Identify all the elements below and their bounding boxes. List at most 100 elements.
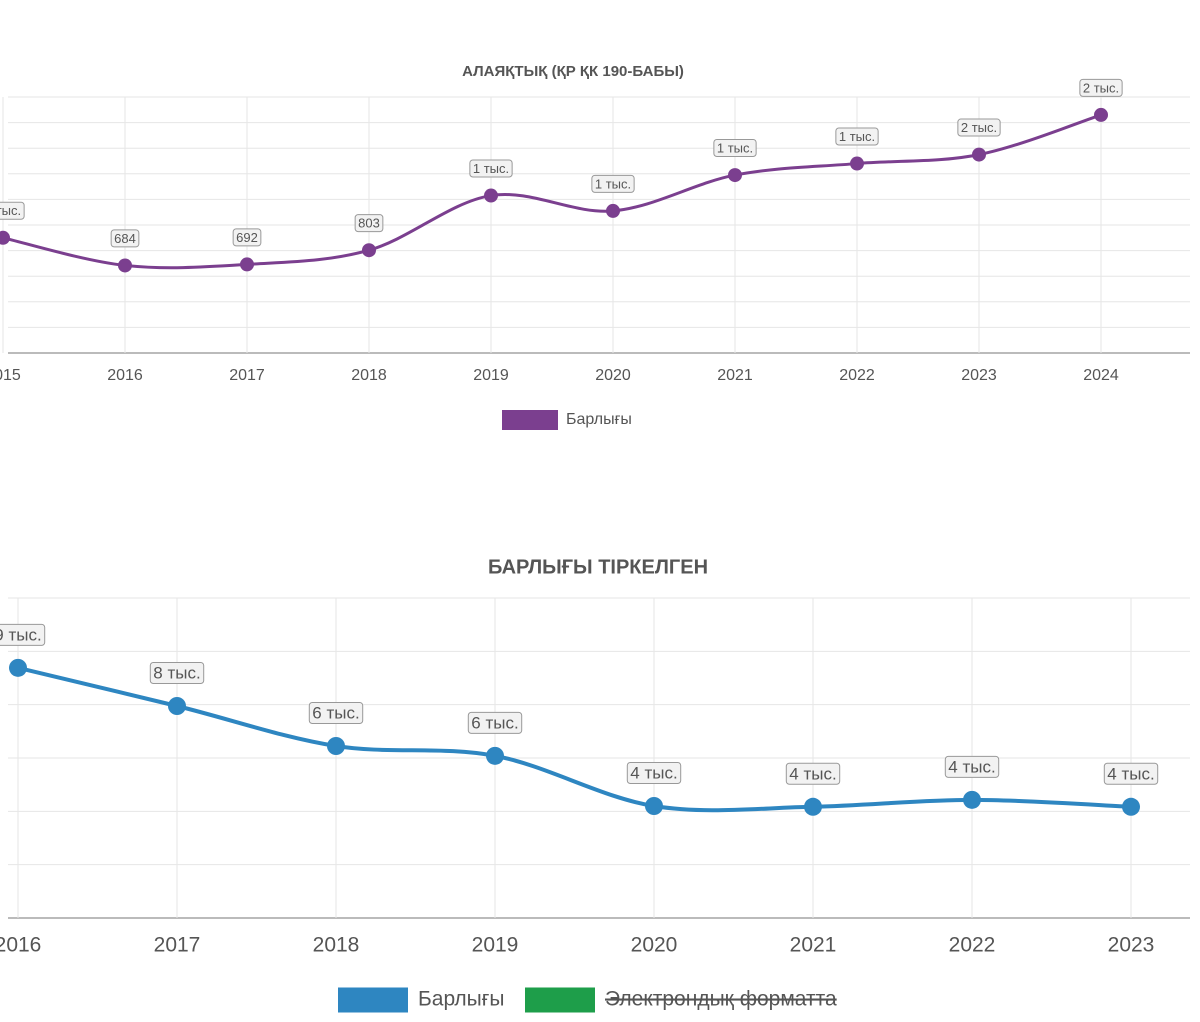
data-point xyxy=(168,697,186,715)
data-point xyxy=(1122,797,1140,816)
legend-label: Барлығы xyxy=(566,411,632,428)
data-label-text: 692 xyxy=(236,230,258,245)
data-label-text: 1 тыс. xyxy=(717,141,753,156)
data-label: 9 тыс. xyxy=(0,623,46,646)
data-label-box xyxy=(626,761,682,784)
data-label-box xyxy=(149,661,205,684)
data-label-box xyxy=(0,201,25,220)
x-tick-label: 2018 xyxy=(313,934,360,957)
data-label-box xyxy=(232,228,262,247)
x-tick-label: 2020 xyxy=(631,934,678,957)
data-label-box xyxy=(591,174,635,193)
data-label-text: 9 тыс. xyxy=(0,625,42,644)
data-point xyxy=(0,230,10,245)
data-label-box xyxy=(110,229,140,248)
data-point xyxy=(645,797,663,815)
data-label-text: 2 тыс. xyxy=(1083,80,1119,95)
data-label-box xyxy=(469,159,513,178)
x-tick-label: 2022 xyxy=(839,367,875,384)
data-label: 6 тыс. xyxy=(467,711,523,734)
data-label: 1 тыс. xyxy=(713,139,757,158)
data-label-box xyxy=(957,118,1001,137)
data-label-box xyxy=(944,755,1000,778)
data-label-box xyxy=(835,127,879,146)
data-label: 684 xyxy=(110,229,140,248)
x-tick-label: 2018 xyxy=(351,367,387,384)
x-tick-label: 2024 xyxy=(1083,367,1119,384)
series-line xyxy=(17,665,1132,813)
data-label-box xyxy=(467,711,523,734)
data-point xyxy=(1094,107,1108,122)
data-label-text: 4 тыс. xyxy=(1107,764,1154,783)
data-label-text: 6 тыс. xyxy=(312,703,359,722)
data-point xyxy=(327,737,345,755)
data-point xyxy=(606,203,620,218)
x-tick-label: 2023 xyxy=(1108,934,1155,957)
x-tick-label: 2021 xyxy=(790,934,837,957)
data-label-text: 4 тыс. xyxy=(948,757,995,776)
x-tick-label: 2015 xyxy=(0,367,21,384)
data-label: 1 тыс. xyxy=(0,201,25,220)
data-label-box xyxy=(1079,78,1123,97)
chart-title: БАРЛЫҒЫ ТІРКЕЛГЕН xyxy=(488,556,708,578)
legend-label: Барлығы xyxy=(418,988,505,1011)
data-label-box xyxy=(354,214,384,233)
data-label: 2 тыс. xyxy=(1079,78,1123,97)
series-line xyxy=(2,113,1102,270)
data-point xyxy=(9,658,27,677)
data-label-text: 803 xyxy=(358,216,380,231)
data-label-box xyxy=(308,701,364,724)
legend-swatch xyxy=(502,410,558,430)
data-label-text: 6 тыс. xyxy=(471,713,518,732)
data-label-box xyxy=(713,139,757,158)
data-label: 2 тыс. xyxy=(957,118,1001,137)
data-point xyxy=(240,257,254,272)
data-label: 8 тыс. xyxy=(149,661,205,684)
data-label: 4 тыс. xyxy=(626,761,682,784)
data-label: 6 тыс. xyxy=(308,701,364,724)
data-label: 1 тыс. xyxy=(591,174,635,193)
x-tick-label: 2022 xyxy=(949,934,996,957)
x-tick-label: 2016 xyxy=(107,367,143,384)
data-label-text: 684 xyxy=(114,231,136,246)
x-tick-label: 2019 xyxy=(473,367,509,384)
data-label-text: 1 тыс. xyxy=(0,203,21,218)
data-label-text: 8 тыс. xyxy=(153,663,200,682)
data-label-box xyxy=(785,762,841,785)
data-point xyxy=(484,188,498,203)
data-point xyxy=(486,746,504,765)
data-label-text: 1 тыс. xyxy=(595,176,631,191)
x-tick-label: 2021 xyxy=(717,367,753,384)
legend-swatch xyxy=(525,987,595,1013)
data-label-text: 2 тыс. xyxy=(961,120,997,135)
data-label-text: 4 тыс. xyxy=(630,763,677,782)
x-tick-label: 2019 xyxy=(472,934,519,957)
data-label: 4 тыс. xyxy=(785,762,841,785)
data-point xyxy=(972,147,986,162)
x-tick-label: 2017 xyxy=(229,367,265,384)
data-label-text: 1 тыс. xyxy=(839,129,875,144)
data-label-text: 1 тыс. xyxy=(473,161,509,176)
data-label-box xyxy=(1103,762,1159,785)
x-tick-label: 2020 xyxy=(595,367,631,384)
data-label-box xyxy=(0,623,46,646)
data-label: 692 xyxy=(232,228,262,247)
data-point xyxy=(728,168,742,183)
data-point xyxy=(804,797,822,816)
legend-swatch xyxy=(338,987,408,1013)
data-label: 4 тыс. xyxy=(944,755,1000,778)
x-tick-label: 2017 xyxy=(154,934,201,957)
data-label: 1 тыс. xyxy=(835,127,879,146)
data-point xyxy=(118,258,132,273)
x-tick-label: 2016 xyxy=(0,934,41,957)
chart-title: АЛАЯҚТЫҚ (ҚР ҚК 190-БАБЫ) xyxy=(462,63,684,80)
data-label: 1 тыс. xyxy=(469,159,513,178)
data-point xyxy=(850,156,864,171)
legend-label: Электрондық форматта xyxy=(605,988,837,1011)
x-tick-label: 2023 xyxy=(961,367,997,384)
data-label: 803 xyxy=(354,214,384,233)
data-point xyxy=(362,243,376,258)
data-label-text: 4 тыс. xyxy=(789,764,836,783)
